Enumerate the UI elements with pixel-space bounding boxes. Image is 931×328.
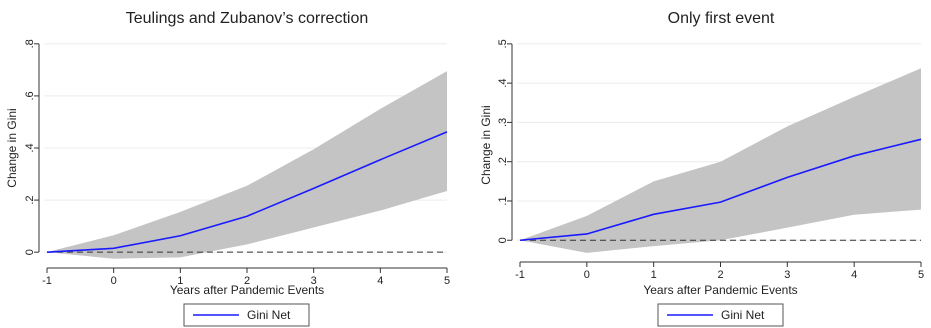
- x-tick-label: 0: [111, 275, 117, 287]
- confidence-band: [520, 68, 921, 253]
- legend-label: Gini Net: [247, 308, 291, 322]
- legend-box: [183, 303, 310, 327]
- x-tick-label: 2: [244, 275, 250, 287]
- x-tick-label: 0: [584, 269, 590, 281]
- y-tick-label: .4: [24, 143, 36, 152]
- x-tick-label: 3: [784, 269, 790, 281]
- x-tick-label: 5: [444, 275, 450, 287]
- y-tick-label: .4: [497, 79, 509, 88]
- y-axis-title: Change in Gini: [479, 105, 493, 184]
- x-axis-title: Years after Pandemic Events: [643, 283, 797, 297]
- chart-panel-right: Only first event 0 .1 .2 .3 .4 .5 -1 0 1 2 3 4 5 Years…: [479, 10, 924, 327]
- y-tick-label: .5: [497, 39, 509, 48]
- chart-title: Teulings and Zubanov’s correction: [126, 10, 369, 27]
- y-tick-label: .3: [497, 118, 509, 127]
- y-axis-title: Change in Gini: [5, 108, 19, 187]
- y-tick-label: 0: [24, 249, 36, 255]
- x-tick-label: 1: [177, 275, 183, 287]
- chart-panel-left: Teulings and Zubanov’s correction 0 .2 .4 .6…: [5, 10, 450, 327]
- x-tick-label: 3: [311, 275, 317, 287]
- chart-title: Only first event: [668, 10, 775, 27]
- y-tick-label: .8: [24, 39, 36, 48]
- x-tick-label: 4: [851, 269, 857, 281]
- confidence-band: [47, 71, 447, 259]
- x-tick-label: 1: [651, 269, 657, 281]
- x-axis-title: Years after Pandemic Events: [170, 283, 324, 297]
- y-tick-label: .6: [24, 91, 36, 100]
- y-tick-label: .2: [24, 195, 36, 204]
- y-tick-label: .1: [497, 196, 509, 205]
- x-tick-label: 5: [918, 269, 924, 281]
- x-tick-label: 4: [377, 275, 383, 287]
- y-tick-label: .2: [497, 157, 509, 166]
- x-tick-label: -1: [515, 269, 525, 281]
- legend-box: [657, 303, 784, 327]
- legend-label: Gini Net: [721, 308, 765, 322]
- x-tick-label: -1: [42, 275, 52, 287]
- x-tick-label: 2: [717, 269, 723, 281]
- y-tick-label: 0: [497, 237, 509, 243]
